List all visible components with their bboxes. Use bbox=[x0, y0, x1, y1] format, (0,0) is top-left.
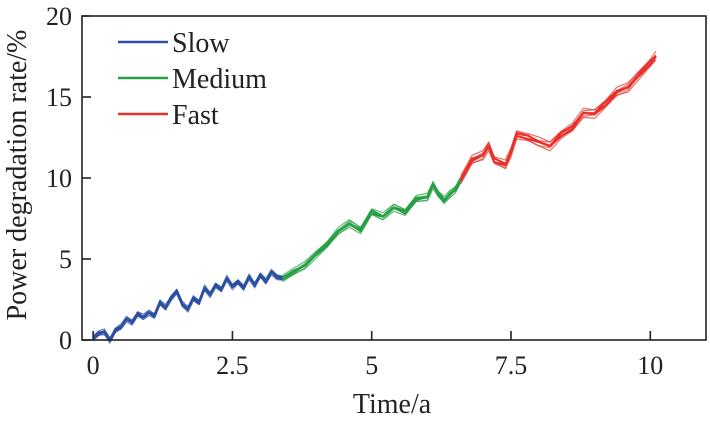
legend: Slow Medium Fast bbox=[118, 28, 267, 131]
series-line-fast bbox=[460, 59, 657, 184]
series-slow bbox=[92, 268, 283, 344]
series-layer bbox=[92, 50, 657, 344]
y-axis-label: Power degradation rate/% bbox=[2, 30, 33, 321]
legend-label-slow: Slow bbox=[172, 28, 230, 59]
x-axis-label: Time/a bbox=[353, 389, 432, 420]
legend-label-medium: Medium bbox=[172, 64, 267, 95]
legend-label-fast: Fast bbox=[172, 100, 219, 131]
series-line-slow bbox=[92, 268, 283, 339]
series-line-medium bbox=[282, 181, 462, 283]
y-tick-label: 0 bbox=[59, 326, 72, 355]
series-line-fast bbox=[459, 55, 657, 181]
x-tick-label: 10 bbox=[637, 351, 663, 380]
series-line-medium bbox=[282, 181, 462, 281]
series-line-fast bbox=[460, 50, 657, 176]
y-tick-label: 5 bbox=[59, 245, 72, 274]
x-tick-label: 0 bbox=[87, 351, 100, 380]
x-tick-label: 2.5 bbox=[216, 351, 249, 380]
y-tick-label: 15 bbox=[46, 83, 72, 112]
x-tick-label: 5 bbox=[365, 351, 378, 380]
y-tick-label: 20 bbox=[46, 2, 72, 31]
series-line-medium bbox=[282, 176, 462, 276]
y-tick-label: 10 bbox=[46, 164, 72, 193]
series-line-fast bbox=[460, 54, 657, 178]
x-tick-label: 7.5 bbox=[495, 351, 528, 380]
series-line-fast bbox=[459, 54, 657, 180]
series-medium bbox=[282, 176, 462, 283]
series-line-fast bbox=[460, 59, 657, 183]
tick-labels: 0 2.5 5 7.5 10 0 5 10 15 20 bbox=[46, 2, 663, 380]
series-line-slow bbox=[92, 271, 283, 341]
tick-marks bbox=[82, 15, 652, 341]
series-fast bbox=[459, 50, 657, 184]
